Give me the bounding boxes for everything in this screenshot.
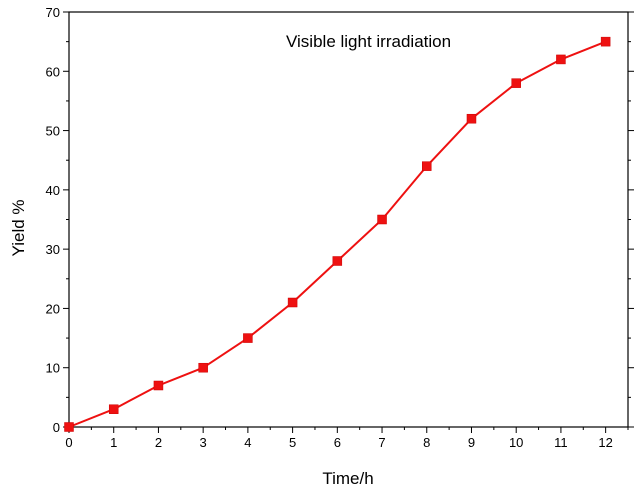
y-tick-label: 20 xyxy=(46,301,60,316)
x-tick-label: 12 xyxy=(598,435,612,450)
x-tick-label: 5 xyxy=(289,435,296,450)
x-tick-label: 11 xyxy=(554,435,568,450)
data-point xyxy=(108,404,119,414)
y-tick-label: 40 xyxy=(46,183,60,198)
data-point xyxy=(64,422,74,432)
data-point xyxy=(198,362,208,373)
data-point xyxy=(422,161,432,171)
y-tick-label: 50 xyxy=(46,124,60,139)
y-tick-label: 0 xyxy=(53,420,60,435)
x-tick-label: 1 xyxy=(110,435,117,450)
data-point xyxy=(332,256,343,266)
y-tick-label: 10 xyxy=(46,361,60,376)
data-point xyxy=(511,78,521,88)
x-tick-label: 3 xyxy=(200,435,207,450)
x-tick-label: 8 xyxy=(423,435,430,450)
x-tick-label: 9 xyxy=(468,435,475,450)
y-axis-title: Yield % xyxy=(9,199,28,256)
x-tick-label: 2 xyxy=(155,435,162,450)
data-point xyxy=(466,113,477,124)
y-tick-label: 30 xyxy=(46,242,60,257)
data-point xyxy=(287,297,298,308)
x-tick-label: 4 xyxy=(244,435,251,450)
chart-annotation: Visible light irradiation xyxy=(286,32,451,51)
x-tick-label: 7 xyxy=(378,435,385,450)
data-point xyxy=(600,36,611,47)
x-axis-title: Time/h xyxy=(322,469,373,488)
data-point xyxy=(377,214,387,225)
data-point xyxy=(153,380,164,391)
y-tick-label: 60 xyxy=(46,64,60,79)
y-tick-label: 70 xyxy=(46,5,60,20)
x-tick-label: 6 xyxy=(334,435,341,450)
data-point xyxy=(556,54,566,65)
plot-frame xyxy=(68,11,629,428)
series-line xyxy=(68,40,607,428)
x-tick-label: 10 xyxy=(509,435,523,450)
data-point xyxy=(243,333,253,343)
x-tick-label: 0 xyxy=(65,435,72,450)
